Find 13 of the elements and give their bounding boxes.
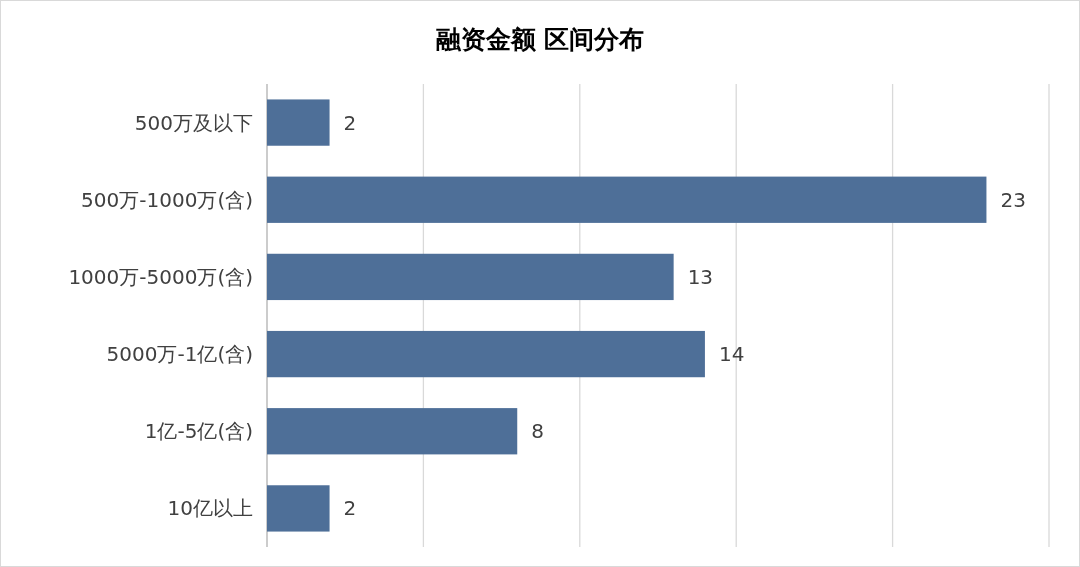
data-label: 13 <box>687 264 714 289</box>
y-tick-label: 5000万-1亿(含) <box>106 342 253 367</box>
y-tick-label: 10亿以上 <box>167 496 253 521</box>
y-tick-label: 500万及以下 <box>134 110 253 135</box>
chart-title: 融资金额 区间分布 <box>435 25 645 54</box>
data-label: 14 <box>718 342 745 367</box>
y-tick-label: 500万-1000万(含) <box>81 187 253 212</box>
data-label: 2 <box>343 496 357 521</box>
data-label: 2 <box>343 110 357 135</box>
y-tick-label: 1亿-5亿(含) <box>144 419 253 444</box>
data-label: 23 <box>1000 187 1026 212</box>
data-label: 8 <box>531 419 544 444</box>
y-tick-label: 1000万-5000万(含) <box>68 264 253 289</box>
